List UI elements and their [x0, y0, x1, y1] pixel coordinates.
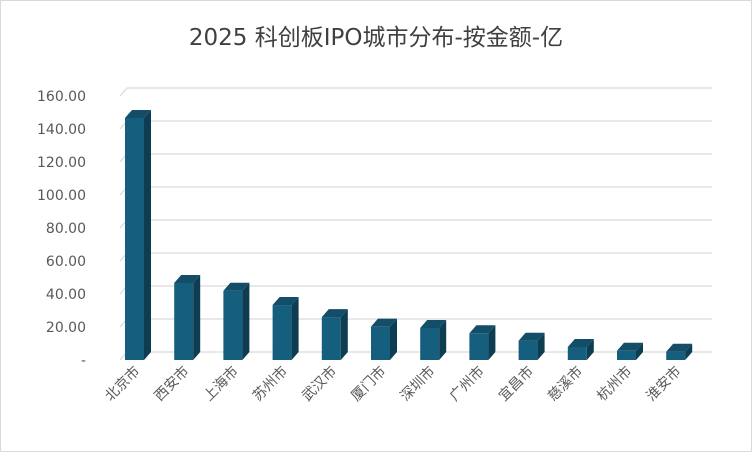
- y-tick-label: 160.00: [37, 89, 86, 105]
- gridline: [119, 285, 712, 295]
- bar-top: [371, 318, 397, 327]
- gridline: [119, 219, 712, 229]
- gridline: [119, 120, 712, 130]
- bar-front: [469, 333, 489, 360]
- x-category-label: 北京市: [102, 363, 144, 405]
- bar-top: [518, 332, 545, 341]
- bar-side: [636, 342, 643, 360]
- bar-side: [242, 282, 250, 360]
- x-category-label: 杭州市: [594, 363, 636, 405]
- x-category-label: 广州市: [446, 363, 488, 405]
- y-tick-label: 80.00: [46, 221, 86, 237]
- bar-top: [469, 325, 496, 334]
- x-category-label: 上海市: [200, 363, 242, 405]
- x-category-label: 慈溪市: [544, 363, 586, 405]
- x-category-label: 厦门市: [348, 363, 390, 405]
- bar-side: [291, 297, 299, 360]
- bar-top: [420, 319, 447, 328]
- gridline: [119, 252, 712, 262]
- bar-top: [617, 342, 643, 351]
- bar-front: [617, 350, 636, 360]
- bar-front: [321, 317, 341, 360]
- bar-side: [685, 343, 693, 360]
- x-category-label: 淮安市: [643, 363, 685, 405]
- y-tick-label: -: [81, 353, 86, 369]
- bar-top: [125, 109, 151, 118]
- bar-top: [223, 282, 250, 291]
- bar-top: [174, 274, 201, 283]
- bar-top: [567, 338, 594, 347]
- gridline: [119, 153, 712, 163]
- bar-front: [420, 327, 440, 360]
- bar-front: [125, 117, 144, 360]
- bar-side: [537, 332, 545, 360]
- bar-front: [567, 346, 587, 360]
- x-category-label: 西安市: [151, 363, 193, 405]
- bar-side: [144, 109, 151, 360]
- y-tick-label: 40.00: [46, 287, 86, 303]
- bar-side: [340, 309, 348, 360]
- y-tick-label: 140.00: [37, 122, 86, 138]
- y-tick-label: 100.00: [37, 188, 86, 204]
- chart-title: 2025 科创板IPO城市分布-按金额-亿: [188, 25, 564, 51]
- bar-top: [321, 309, 348, 318]
- bar-front: [223, 290, 243, 360]
- gridline: [119, 186, 712, 196]
- bar-side: [439, 319, 447, 360]
- gridline: [119, 318, 712, 328]
- bar-front: [371, 326, 390, 360]
- bar-front: [518, 340, 538, 360]
- gridline: [119, 87, 712, 97]
- y-tick-label: 60.00: [46, 254, 86, 270]
- x-category-label: 深圳市: [397, 363, 439, 405]
- bar-top: [272, 297, 299, 306]
- bar-front: [666, 351, 686, 360]
- x-category-label: 苏州市: [249, 363, 291, 405]
- bar-top: [666, 343, 693, 352]
- y-tick-label: 20.00: [46, 320, 86, 336]
- bar-side: [390, 318, 397, 360]
- bar-side: [193, 274, 201, 360]
- y-tick-label: 120.00: [37, 155, 86, 171]
- x-category-label: 武汉市: [298, 363, 340, 405]
- bar-front: [174, 282, 194, 360]
- bar-side: [586, 338, 594, 360]
- bar-front: [272, 305, 292, 360]
- x-category-label: 宜昌市: [495, 363, 537, 405]
- bar-side: [488, 325, 496, 360]
